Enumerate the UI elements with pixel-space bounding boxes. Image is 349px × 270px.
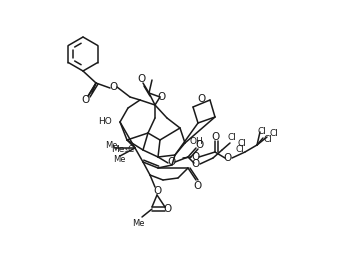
Text: O: O <box>137 74 145 84</box>
Text: Cl: Cl <box>270 129 279 137</box>
Text: OH: OH <box>189 137 203 146</box>
Text: O: O <box>191 152 199 162</box>
Text: Cl: Cl <box>235 146 244 154</box>
Text: O: O <box>224 153 232 163</box>
Text: O: O <box>164 204 172 214</box>
Text: O: O <box>192 159 200 169</box>
Text: O: O <box>196 140 204 150</box>
Text: O: O <box>211 132 219 142</box>
Text: Cl: Cl <box>264 136 273 144</box>
Text: O: O <box>158 92 166 102</box>
Text: O: O <box>167 157 175 167</box>
Text: O: O <box>198 93 206 103</box>
Text: O: O <box>109 82 117 92</box>
Text: Me: Me <box>113 156 125 164</box>
Text: Cl: Cl <box>258 127 267 137</box>
Text: HO: HO <box>98 117 112 127</box>
Text: O: O <box>153 186 161 196</box>
Text: Me: Me <box>132 218 144 228</box>
Text: Me: Me <box>105 140 117 150</box>
Text: Cl: Cl <box>228 133 237 141</box>
Text: Cl: Cl <box>237 139 246 147</box>
Text: Me₃C: Me₃C <box>111 146 135 154</box>
Text: O: O <box>194 181 202 191</box>
Text: O: O <box>82 95 90 105</box>
